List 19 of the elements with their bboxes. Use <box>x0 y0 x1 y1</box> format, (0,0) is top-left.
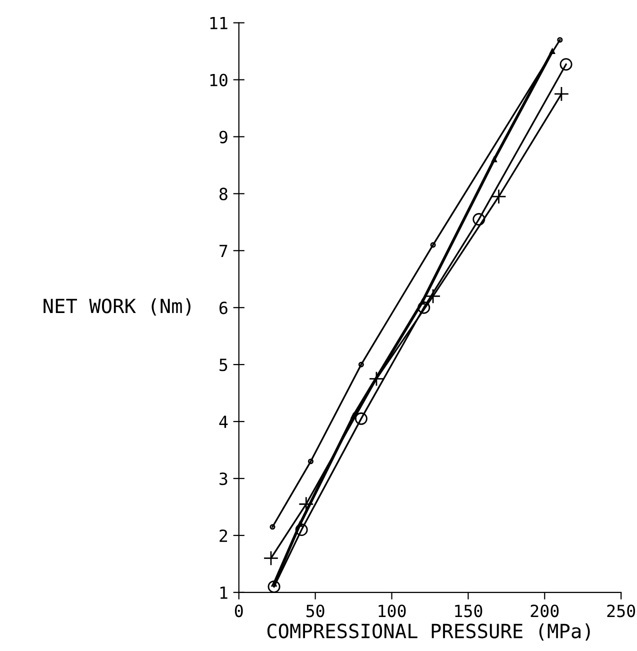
y-tick-label: 4 <box>219 416 228 428</box>
x-tick-label: 200 <box>530 604 559 618</box>
y-tick-label: 1 <box>220 586 228 599</box>
y-tick-label: 11 <box>210 17 228 30</box>
x-tick-label: 0 <box>234 604 243 618</box>
y-tick-label: 5 <box>220 358 228 372</box>
y-tick-label: 6 <box>220 302 228 314</box>
x-tick-label: 100 <box>378 604 406 618</box>
y-axis-title: NET WORK (Nm) <box>44 298 190 316</box>
x-tick-label: 250 <box>607 604 636 618</box>
y-tick-label: 8 <box>219 188 228 200</box>
y-tick-label: 10 <box>210 74 228 86</box>
y-tick-label: 3 <box>220 472 228 486</box>
y-tick-label: 9 <box>219 130 228 144</box>
x-tick-label: 50 <box>306 604 324 618</box>
x-axis-title: COMPRESSIONAL PRESSURE (MPa) <box>267 623 590 641</box>
y-tick-label: 7 <box>220 244 228 258</box>
y-tick-label: 2 <box>220 529 228 542</box>
x-tick-label: 150 <box>455 604 482 618</box>
